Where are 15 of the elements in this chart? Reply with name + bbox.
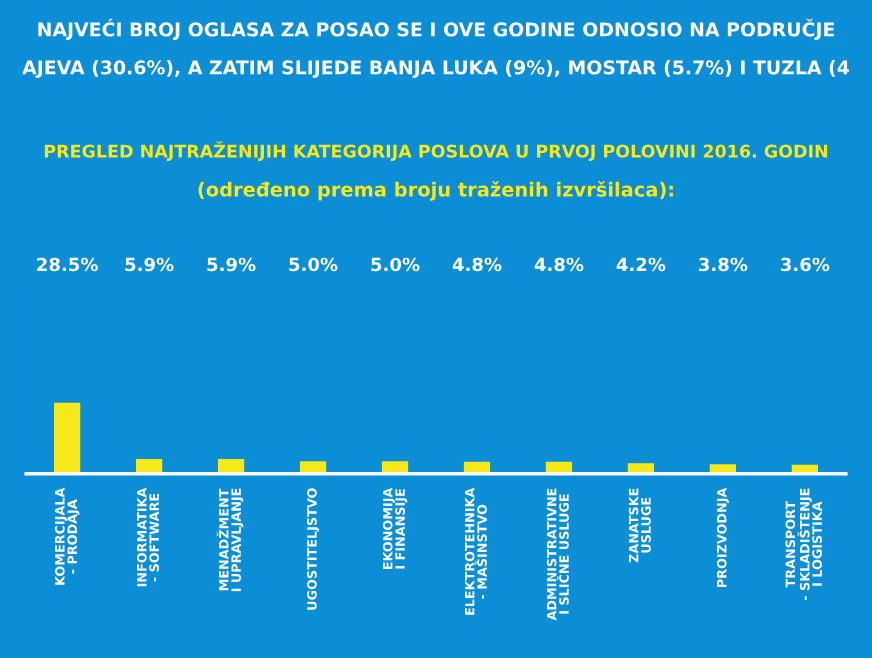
data-label: 4.8% [534, 257, 584, 272]
chart-title: PREGLED NAJTRAŽENIJIH KATEGORIJA POSLOVA U PRVOJ POLOVINI 2016. GODIN [44, 141, 828, 162]
chart-subtitle: (određeno prema broju traženih izvršilaca): [198, 180, 673, 201]
text: NAJVEĆI BROJ OGLASA ZA POSAO SE I OVE GODINE ODNOSIO NA PODRUČJE [38, 18, 834, 41]
data-label: 3.6% [781, 257, 830, 272]
data-label: 5.9% [207, 257, 256, 272]
data-label: 3.8% [699, 257, 748, 272]
data-label: 5.9% [125, 257, 174, 272]
data-label: 5.0% [371, 257, 420, 272]
data-label: 5.0% [289, 257, 338, 272]
data-label: 4.2% [616, 257, 666, 272]
data-label: 28.5% [37, 257, 98, 272]
data-label: 4.8% [452, 257, 502, 272]
bar [54, 402, 81, 474]
text: AJEVA (30.6%), A ZATIM SLIJEDE BANJA LUKA (9%), MOSTAR (5.7%) I TUZLA (4 [22, 59, 850, 79]
